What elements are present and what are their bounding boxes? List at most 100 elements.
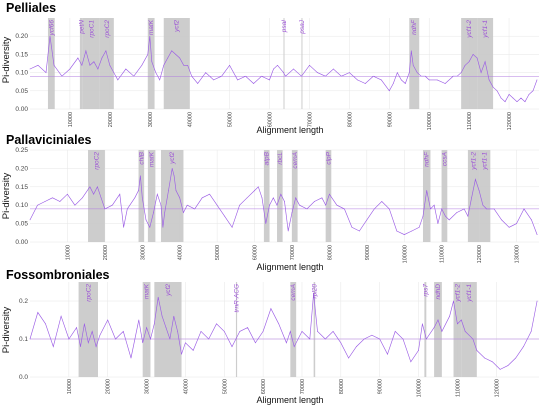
- data-point: [99, 334, 101, 336]
- gene-label: ycf1-1: [466, 284, 473, 303]
- data-point: [257, 186, 259, 188]
- data-point: [183, 64, 185, 66]
- data-point: [453, 300, 454, 302]
- data-point: [95, 346, 97, 347]
- gene-region-band: [409, 18, 420, 109]
- data-point: [536, 79, 538, 81]
- gene-region-band: [163, 18, 190, 109]
- data-point: [179, 197, 181, 199]
- gene-label: rpoC2: [93, 152, 100, 170]
- data-point: [492, 361, 493, 363]
- data-point: [445, 215, 446, 217]
- data-point: [97, 68, 99, 70]
- gene-region-band: [479, 150, 491, 242]
- data-point: [37, 204, 38, 206]
- y-tick-label: 0.1: [19, 336, 28, 343]
- data-point: [379, 338, 381, 340]
- data-point: [44, 201, 46, 202]
- data-point: [496, 90, 498, 92]
- gene-label: rpoC2: [104, 20, 111, 38]
- gene-region-band: [160, 150, 184, 242]
- gene-region-band: [82, 18, 100, 109]
- data-point: [388, 90, 390, 92]
- data-point: [373, 208, 375, 210]
- data-point: [208, 338, 210, 340]
- x-tick-label: 90000: [378, 379, 384, 394]
- gene-label: ycf2: [165, 284, 172, 297]
- data-point: [340, 342, 342, 344]
- x-tick-label: 70000: [290, 245, 296, 260]
- data-point: [265, 223, 267, 224]
- data-point: [467, 215, 469, 217]
- x-tick-label: 110000: [467, 112, 473, 130]
- data-point: [245, 75, 246, 77]
- data-point: [159, 79, 161, 81]
- y-tick-label: 0.00: [15, 239, 28, 246]
- data-point: [499, 369, 501, 370]
- gene-label: cemA: [292, 152, 299, 169]
- data-point: [418, 226, 420, 228]
- data-point: [387, 353, 388, 355]
- x-tick-label: 40000: [183, 379, 189, 394]
- y-axis-label: Pi-diversity: [1, 37, 12, 84]
- gene-label: ycf1-1: [482, 152, 489, 171]
- gene-region-band: [277, 150, 283, 242]
- data-point: [191, 75, 193, 77]
- data-point: [472, 54, 474, 55]
- data-point: [381, 201, 383, 202]
- data-point: [532, 90, 534, 92]
- data-point: [113, 72, 115, 73]
- data-point: [299, 204, 300, 206]
- data-point: [171, 168, 173, 169]
- data-point: [475, 179, 476, 180]
- gene-label: chlB: [138, 151, 145, 164]
- gene-region-band: [147, 18, 155, 109]
- x-tick-label: 20000: [106, 379, 112, 394]
- gene-label: ycf1-2: [454, 284, 461, 303]
- data-point: [29, 68, 31, 70]
- data-point: [29, 219, 31, 221]
- data-point: [140, 175, 141, 177]
- data-point: [150, 338, 151, 340]
- data-point: [97, 186, 98, 188]
- data-point: [371, 334, 373, 336]
- data-point: [89, 64, 91, 66]
- data-point: [145, 219, 147, 221]
- x-tick-label: 30000: [145, 379, 151, 394]
- data-point: [408, 72, 410, 73]
- data-point: [313, 293, 314, 294]
- data-point: [125, 68, 127, 70]
- data-point: [200, 331, 202, 332]
- x-tick-label: 50000: [228, 112, 234, 127]
- data-point: [301, 331, 303, 332]
- gene-label: ndhF: [424, 151, 431, 167]
- data-point: [410, 50, 412, 52]
- data-point: [349, 72, 350, 73]
- data-point: [484, 61, 486, 63]
- data-point: [231, 346, 233, 347]
- data-point: [194, 208, 196, 210]
- data-point: [437, 319, 439, 321]
- data-point: [351, 226, 353, 228]
- data-point: [314, 201, 315, 202]
- data-point: [284, 201, 285, 202]
- gene-label: ycf2: [169, 152, 176, 165]
- panel-title: Pelliales: [6, 1, 56, 15]
- y-axis-label: Pi-diversity: [1, 173, 12, 220]
- data-point: [530, 331, 532, 332]
- data-point: [309, 338, 311, 340]
- data-point: [508, 226, 510, 228]
- data-point: [324, 338, 326, 340]
- gene-region-band: [235, 282, 238, 377]
- data-point: [261, 75, 262, 77]
- x-tick-label: 80000: [347, 112, 353, 127]
- gene-label: cemA: [290, 284, 297, 301]
- data-point: [333, 68, 334, 70]
- data-point: [356, 346, 357, 347]
- x-tick-label: 90000: [387, 112, 393, 127]
- data-point: [261, 197, 263, 199]
- data-point: [155, 72, 157, 73]
- data-point: [515, 357, 517, 359]
- data-point: [416, 72, 418, 73]
- data-point: [237, 79, 238, 81]
